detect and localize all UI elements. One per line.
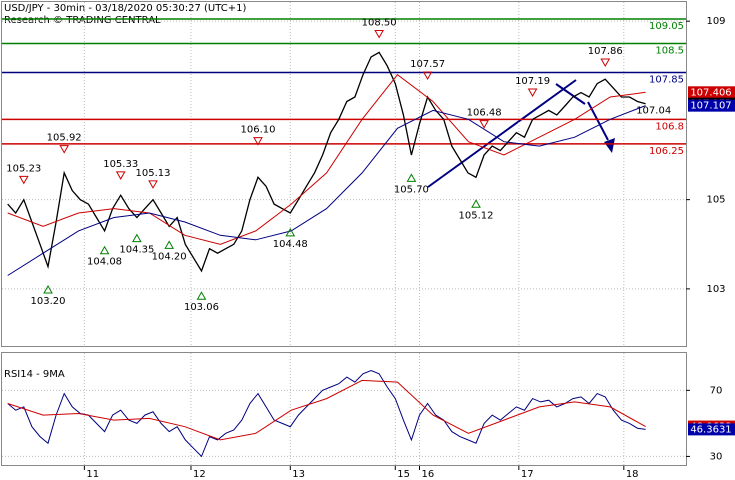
trough-marker (43, 284, 53, 294)
chart-title: USD/JPY - 30min - 03/18/2020 05:30:27 (U… (4, 3, 246, 14)
peak-label: 107.86 (588, 46, 623, 57)
peak-marker (59, 145, 70, 154)
y-tick-label: 103 (706, 284, 725, 295)
peak-label: 107.57 (410, 59, 445, 70)
trough-marker (196, 291, 207, 300)
price-tag (688, 86, 735, 99)
peak-label: 106.48 (467, 108, 502, 119)
series-line (7, 74, 646, 245)
series-line (7, 105, 646, 276)
trough-label: 105.12 (459, 210, 494, 221)
level-label: 107.85 (649, 74, 684, 85)
trough-marker (285, 227, 296, 237)
price-panel (1, 1, 687, 347)
trough-label: 104.08 (87, 257, 122, 268)
chart-subtitle: Research © TRADING CENTRAL (4, 15, 161, 26)
x-tick-label: 18 (626, 469, 639, 480)
trough-label: 103.20 (31, 296, 66, 307)
peak-marker (527, 88, 538, 97)
price-tag-label: 107.406 (690, 87, 731, 98)
trough-marker (164, 240, 175, 249)
trough-label: 104.35 (119, 245, 154, 256)
peak-marker (374, 29, 384, 39)
y-tick-label: 109 (706, 16, 725, 27)
x-tick-label: 11 (86, 469, 99, 480)
peak-label: 106.10 (240, 125, 275, 136)
trough-label: 104.48 (273, 239, 308, 250)
peak-marker (148, 180, 158, 189)
y-tick-label: 105 (706, 195, 725, 206)
price-tag-label: 46.3631 (690, 424, 731, 435)
trough-label: 104.20 (152, 251, 187, 262)
trough-marker (99, 245, 110, 255)
level-label: 106.25 (649, 146, 684, 157)
trough-marker (471, 199, 481, 208)
series-line (7, 379, 646, 441)
arrow-head (604, 138, 615, 153)
peak-label: 105.92 (47, 133, 82, 144)
series-line (7, 51, 646, 273)
x-tick-label: 15 (397, 469, 410, 480)
peak-label: 108.50 (362, 17, 397, 28)
rsi-title: RSI14 - 9MA (4, 369, 65, 380)
peak-label: 105.23 (6, 163, 41, 174)
peak-marker (479, 120, 489, 129)
trend-line (427, 79, 577, 188)
peak-marker (253, 137, 263, 146)
level-label: 106.8 (655, 121, 684, 132)
peak-label: 105.33 (103, 159, 138, 170)
peak-marker (600, 58, 611, 68)
x-tick-label: 12 (193, 469, 206, 480)
target-label: 107.04 (636, 106, 671, 117)
peak-label: 107.19 (515, 76, 550, 87)
price-tag (688, 423, 735, 436)
level-label: 109.05 (649, 21, 684, 32)
trend-line (555, 83, 586, 105)
x-tick-label: 17 (521, 469, 534, 480)
y-tick-label: 30 (710, 451, 723, 462)
trough-marker (406, 173, 417, 182)
peak-label: 105.13 (136, 168, 171, 179)
peak-marker (422, 71, 433, 80)
x-tick-label: 16 (422, 469, 435, 480)
rsi-panel (1, 352, 687, 466)
peak-marker (115, 171, 126, 180)
y-tick-label: 70 (710, 385, 723, 396)
series-line (7, 369, 646, 458)
peak-marker (18, 175, 29, 185)
trough-marker (132, 233, 142, 243)
trough-label: 105.70 (394, 184, 429, 195)
price-tag (688, 99, 735, 112)
price-tag-label: 107.107 (690, 101, 731, 112)
trough-label: 103.06 (184, 302, 219, 313)
level-label: 108.5 (655, 45, 684, 56)
x-tick-label: 13 (292, 469, 305, 480)
